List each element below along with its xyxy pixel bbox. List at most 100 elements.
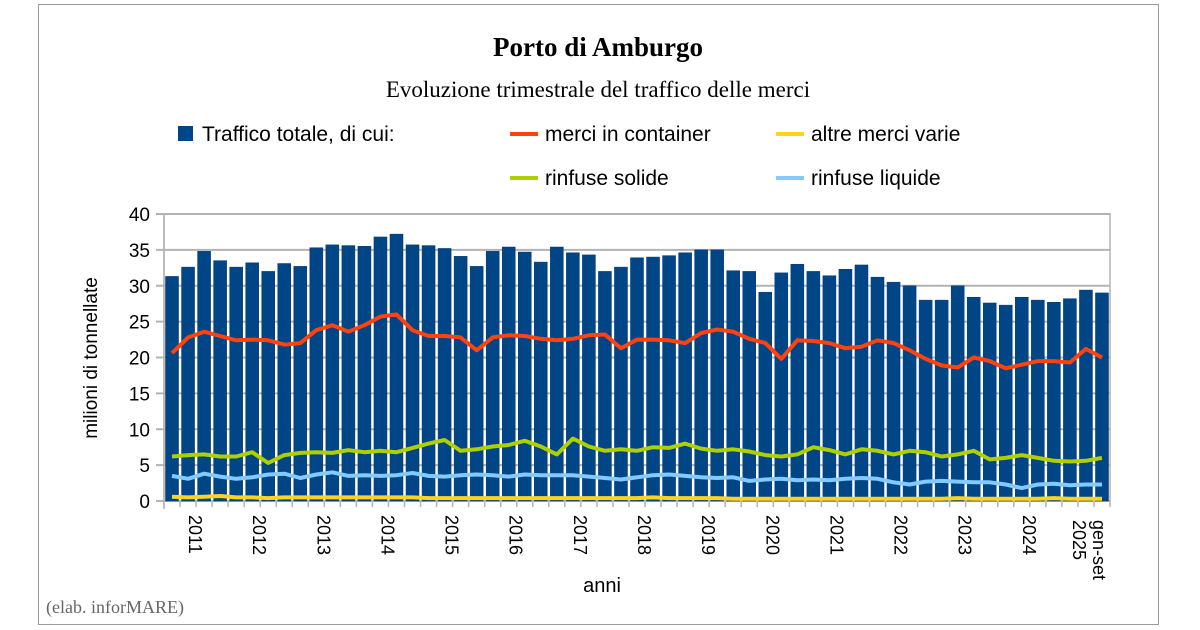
bar-total — [662, 255, 676, 502]
bar-total — [165, 276, 179, 502]
bar-total — [469, 266, 484, 502]
bar-total — [918, 299, 933, 502]
bar-total — [950, 285, 965, 502]
bar-total — [790, 263, 805, 502]
y-tick-label: 10 — [129, 420, 150, 441]
y-tick-label: 15 — [129, 384, 150, 405]
x-tick-label-last: 2025 — [1069, 520, 1089, 560]
bar-total — [646, 256, 660, 502]
y-tick-label: 40 — [129, 205, 150, 226]
bar-total — [1047, 302, 1061, 502]
bar-total — [405, 244, 420, 502]
y-axis-label: milioni di tonnellate — [81, 277, 102, 439]
line-altre-merci-varie — [171, 494, 1102, 501]
bar-total — [870, 276, 885, 502]
lines — [170, 312, 1103, 501]
x-tick-label: 2020 — [762, 515, 782, 555]
bar-total — [694, 249, 708, 502]
x-tick-label-last: gen-set — [1089, 520, 1109, 580]
bar-total — [389, 233, 404, 502]
bar-total — [453, 256, 468, 502]
x-axis-label: anni — [583, 575, 621, 597]
bar-total — [742, 271, 757, 502]
bars — [165, 233, 1109, 502]
bar-total — [517, 251, 532, 502]
bar-total — [774, 272, 789, 502]
bar-total — [1079, 289, 1093, 502]
bar-total — [582, 254, 596, 502]
legend-label: merci in container — [545, 123, 711, 146]
bar-total — [614, 266, 628, 502]
x-tick-label: 2023 — [955, 515, 975, 555]
x-tick-label: 2015 — [442, 515, 462, 555]
chart-title: Porto di Amburgo — [493, 32, 703, 62]
x-tick-label: 2017 — [570, 515, 590, 555]
bar-total — [437, 248, 452, 502]
bar-total — [325, 244, 340, 502]
bar-total — [534, 261, 548, 502]
bar-total — [598, 271, 612, 502]
legend-label: altre merci varie — [811, 123, 960, 146]
bar-total — [854, 264, 869, 502]
bar-total — [357, 246, 372, 502]
bar-total — [838, 268, 853, 502]
bar-total — [758, 291, 773, 502]
bar-total — [229, 266, 243, 502]
bar-total — [550, 246, 564, 502]
bar-total — [373, 236, 388, 502]
bar-total — [726, 270, 740, 502]
x-tick-label: 2021 — [826, 515, 846, 555]
bar-total — [1031, 299, 1045, 502]
bar-total — [999, 304, 1013, 502]
line-rinfuse-liquide — [171, 470, 1102, 491]
y-tick-label: 20 — [129, 349, 150, 370]
bar-total — [421, 245, 436, 502]
source-note: (elab. inforMARE) — [46, 597, 184, 618]
chart-subtitle: Evoluzione trimestrale del traffico dell… — [386, 77, 810, 102]
bar-total — [902, 285, 917, 502]
bar-total — [934, 299, 949, 502]
bar-total — [1015, 296, 1029, 502]
legend-label: rinfuse liquide — [811, 167, 941, 190]
x-tick-label: 2018 — [634, 515, 654, 555]
bar-total — [293, 266, 308, 502]
x-tick-label: 2022 — [891, 515, 911, 555]
legend-label: rinfuse solide — [545, 167, 669, 190]
bar-total — [806, 271, 821, 502]
legend-swatch-bar — [178, 126, 193, 141]
bar-total — [245, 262, 259, 502]
bar-total — [630, 257, 644, 502]
bar-total — [822, 275, 837, 502]
x-tick-label: 2024 — [1019, 515, 1039, 555]
x-tick-label: 2014 — [377, 515, 397, 555]
chart-frame — [38, 4, 1159, 625]
bar-total — [966, 296, 981, 502]
line-rinfuse-solide — [171, 436, 1103, 465]
line-merci-in-container — [170, 312, 1103, 371]
bar-total — [485, 251, 500, 502]
y-tick-label: 5 — [139, 456, 150, 477]
y-tick-label: 35 — [129, 241, 150, 262]
x-tick-label: 2012 — [249, 515, 269, 555]
bar-total — [341, 245, 356, 502]
legend-label: Traffico totale, di cui: — [202, 123, 395, 146]
x-tick-label: 2016 — [506, 515, 526, 555]
bar-total — [710, 249, 724, 502]
y-tick-label: 0 — [139, 492, 150, 513]
legend: Traffico totale, di cui: merci in contain… — [178, 123, 960, 190]
bar-total — [678, 252, 692, 502]
bar-total — [261, 271, 275, 502]
bar-total — [501, 246, 516, 502]
bar-total — [1063, 298, 1077, 502]
bar-total — [566, 252, 580, 502]
bar-total — [309, 247, 324, 502]
bar-total — [197, 251, 211, 502]
bar-total — [181, 266, 195, 502]
y-tick-label: 25 — [129, 313, 150, 334]
bar-total — [277, 263, 292, 502]
y-tick-label: 30 — [129, 277, 150, 298]
bar-total — [1095, 292, 1109, 502]
x-tick-label: 2011 — [185, 515, 205, 554]
